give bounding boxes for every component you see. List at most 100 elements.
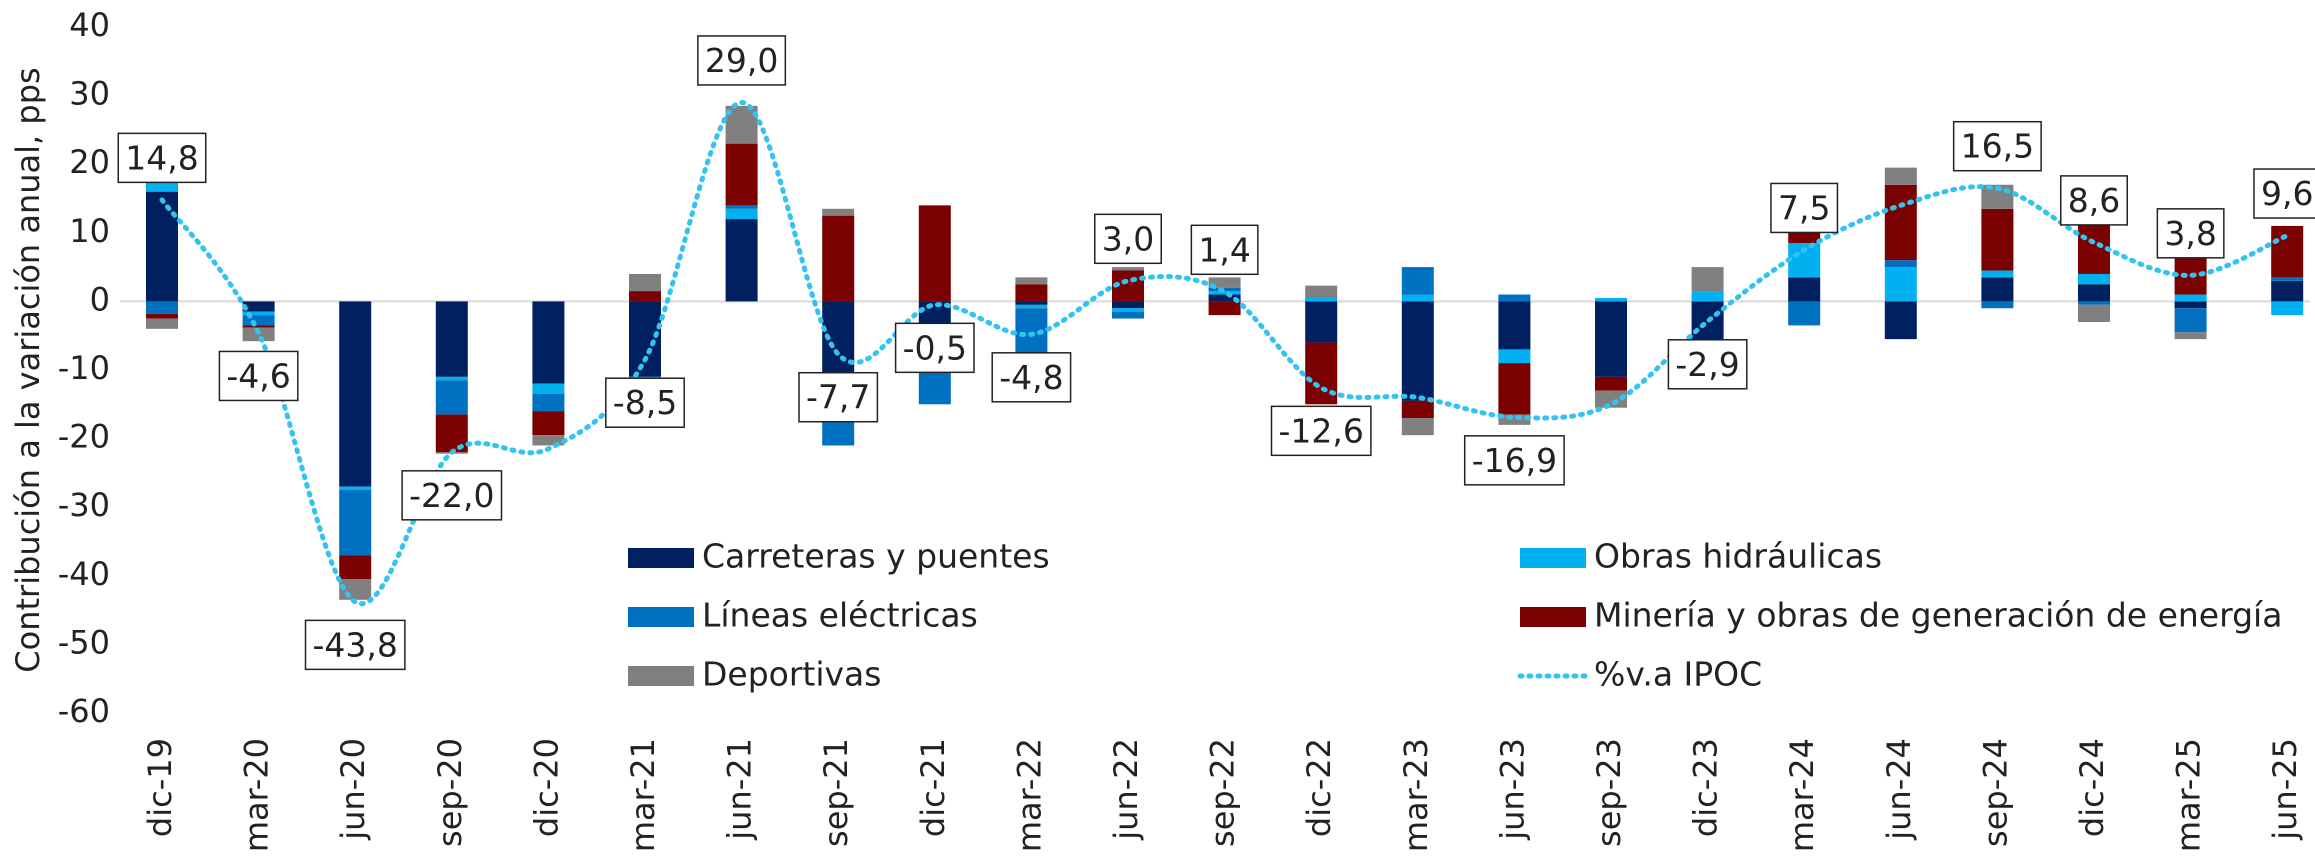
data-label: 14,8 (125, 138, 198, 177)
bar (2271, 301, 2304, 316)
bar (1788, 232, 1821, 244)
y-tick-label: -40 (58, 555, 110, 593)
y-tick-label: -30 (58, 486, 110, 524)
bar (1112, 311, 1144, 319)
value-label: -7,7 (798, 371, 879, 423)
x-tick-label: jun-22 (1107, 738, 1145, 841)
bar (339, 301, 372, 487)
bar (822, 418, 855, 446)
value-label: 14,8 (117, 132, 207, 184)
bar (822, 215, 855, 302)
label-box (1667, 339, 1748, 390)
label-box (1770, 182, 1839, 234)
data-label: 8,6 (2068, 181, 2120, 220)
label-box (1270, 405, 1372, 457)
bar (1015, 284, 1048, 302)
legend-label: Líneas eléctricas (702, 596, 978, 635)
x-tick-label: mar-21 (624, 738, 662, 852)
line (159, 99, 2290, 607)
label-box (697, 35, 787, 86)
bar (1498, 414, 1531, 425)
label-box (1190, 224, 1259, 276)
bar (339, 486, 372, 491)
data-label: -16,9 (1472, 441, 1557, 480)
x-tick-label: jun-25 (2266, 738, 2304, 841)
value-label: -4,6 (218, 350, 299, 402)
bar (339, 555, 372, 580)
x-tick-label: dic-22 (1300, 738, 1338, 837)
bar (1981, 301, 2014, 309)
bar (1401, 418, 1434, 436)
value-label: -43,8 (304, 619, 406, 671)
bar (242, 301, 275, 312)
label-box (2060, 175, 2128, 226)
bar (1884, 167, 1917, 185)
data-label: -43,8 (313, 625, 398, 664)
y-tick-label: 30 (69, 75, 110, 113)
y-tick-label: -60 (58, 692, 110, 730)
data-label: -7,7 (806, 378, 870, 417)
bar (1884, 260, 1917, 268)
bar (918, 205, 951, 302)
x-tick-label: mar-20 (238, 738, 276, 852)
x-tick-label: jun-20 (334, 738, 372, 841)
x-tick-label: sep-23 (1590, 738, 1628, 847)
legend-swatch (1520, 607, 1586, 627)
data-label: -0,5 (903, 328, 967, 367)
y-tick-label: 0 (90, 280, 110, 318)
bar (1112, 267, 1144, 271)
label-box (1094, 213, 1162, 265)
bar (532, 383, 565, 395)
bar (435, 380, 468, 415)
bar (1208, 291, 1241, 295)
bar (1595, 376, 1627, 391)
bar (1208, 301, 1241, 316)
bar (1208, 277, 1241, 288)
legend-swatch (628, 607, 694, 627)
x-tick-label: sep-20 (431, 738, 469, 847)
value-label: -22,0 (401, 470, 503, 521)
bar (725, 205, 758, 209)
bar (629, 291, 661, 302)
bar (242, 325, 275, 328)
bar (1305, 301, 1338, 343)
bar (339, 490, 372, 556)
bar (2078, 284, 2110, 302)
bar (629, 301, 661, 377)
bar (2174, 332, 2207, 340)
bar (629, 273, 661, 292)
value-label: 3,0 (1094, 213, 1162, 265)
bar (725, 143, 758, 206)
y-tick-label: -50 (58, 623, 110, 661)
data-label: 3,0 (1102, 219, 1154, 258)
bar (1981, 208, 2014, 271)
bar (146, 191, 178, 302)
x-tick-label: mar-25 (2170, 738, 2208, 852)
value-label: 9,6 (2253, 168, 2315, 219)
label-box (401, 470, 503, 521)
bar (2174, 294, 2207, 302)
x-tick-label: sep-21 (817, 738, 855, 847)
bar (1112, 308, 1144, 312)
bar (1112, 301, 1144, 309)
bar (1015, 277, 1048, 285)
label-box (1952, 120, 2042, 172)
value-label: -12,6 (1270, 405, 1372, 457)
bar (2078, 301, 2110, 305)
bar (1595, 390, 1627, 408)
bar (2174, 301, 2207, 309)
legend-label: Obras hidráulicas (1594, 537, 1882, 576)
y-tick-label: -20 (58, 418, 110, 456)
legend-swatch (1520, 548, 1586, 568)
label-box (991, 352, 1072, 403)
bar (1498, 294, 1531, 302)
bar (1401, 400, 1434, 419)
x-tick-label: dic-20 (527, 738, 565, 837)
bar (1788, 277, 1821, 302)
bar (1401, 294, 1434, 302)
value-label: -4,8 (991, 352, 1072, 403)
bar (2078, 304, 2110, 322)
data-label: 9,6 (2261, 174, 2313, 213)
legend-label: %v.a IPOC (1594, 655, 1762, 694)
